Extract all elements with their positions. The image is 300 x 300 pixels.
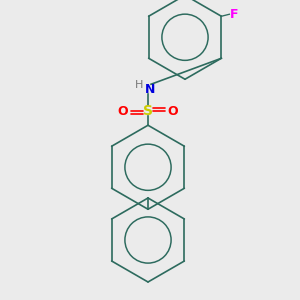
Text: F: F	[230, 8, 238, 21]
Text: O: O	[168, 105, 178, 118]
Text: S: S	[143, 104, 153, 118]
Text: H: H	[135, 80, 143, 90]
Text: N: N	[145, 83, 155, 96]
Text: O: O	[118, 105, 128, 118]
